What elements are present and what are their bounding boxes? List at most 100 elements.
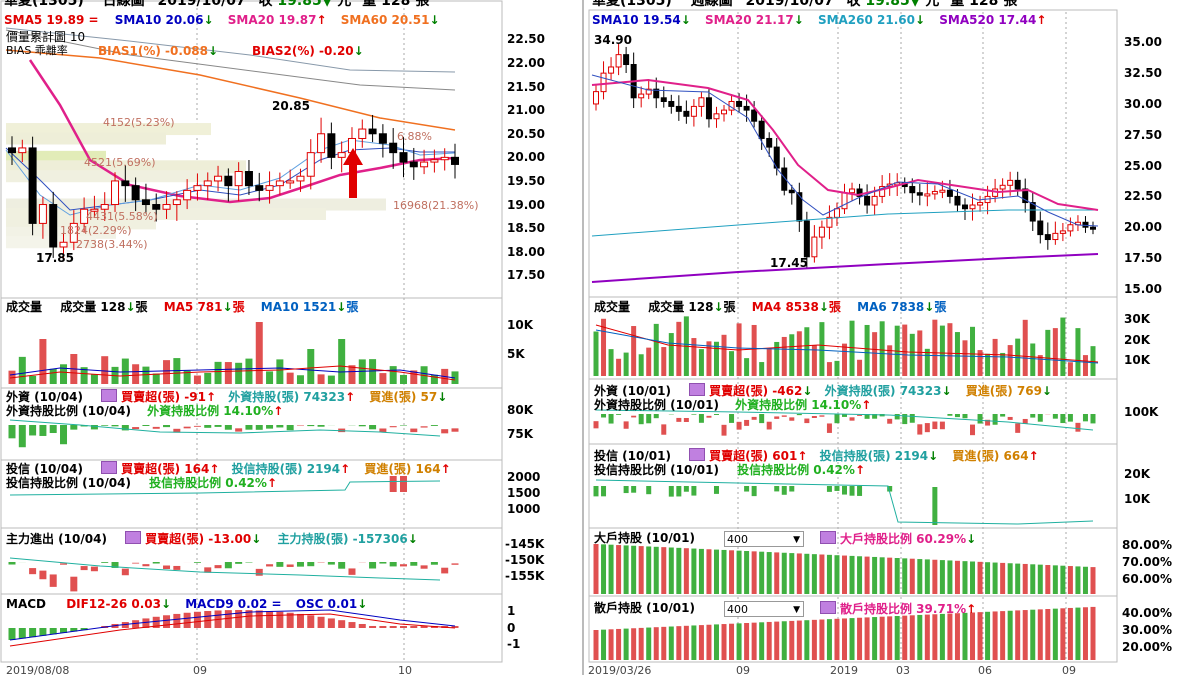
candle-body <box>1000 185 1005 189</box>
big-holder-bar <box>744 551 749 594</box>
unit: 張 <box>724 300 736 314</box>
big-holder-bar <box>729 550 734 594</box>
macd-bar <box>307 615 314 628</box>
small-holder-bar <box>1068 608 1073 660</box>
candle-body <box>819 227 824 237</box>
small-holder-bar <box>1083 607 1088 660</box>
big-holder-bar <box>1000 563 1005 594</box>
foreign-net-bar <box>729 414 734 423</box>
big-holder-bar <box>925 559 930 594</box>
macd-bar <box>348 622 355 628</box>
volume-bar <box>1053 328 1058 376</box>
list-icon[interactable] <box>125 531 141 544</box>
list-icon[interactable] <box>820 531 836 544</box>
big-holder-bar <box>1015 564 1020 594</box>
small-holder-bar <box>804 620 809 660</box>
big-holder-bar <box>1068 566 1073 594</box>
down-arrow-icon: ↓ <box>357 597 367 611</box>
price-tick: 22.50 <box>1124 189 1162 203</box>
big-holder-bar <box>601 544 606 594</box>
unit: 元 <box>337 0 351 9</box>
foreign-ratio-title: 外資持股比例 (10/01) <box>594 398 719 412</box>
list-icon[interactable] <box>689 383 705 396</box>
macd-bar <box>276 612 283 628</box>
small-holder-bar <box>774 622 779 660</box>
foreign-net-bar <box>993 414 998 425</box>
volume-bar <box>594 332 599 376</box>
down-arrow-icon: ↓ <box>928 449 938 463</box>
candle-body <box>752 110 757 121</box>
mainforce-net-bar <box>153 562 160 564</box>
mainforce-net-bar <box>328 562 335 565</box>
big-holder-title: 大戶持股 (10/01) <box>594 531 695 545</box>
big-holder-bar <box>782 553 787 594</box>
candle-body <box>865 196 870 205</box>
big-holder-bar <box>1038 565 1043 594</box>
macd-line <box>10 610 455 640</box>
candle-body <box>400 153 407 162</box>
volume-bar <box>328 376 335 384</box>
trust-net-bar <box>646 486 651 494</box>
close-value: 19.85 <box>865 0 909 9</box>
volume-bar <box>194 376 201 384</box>
trust-net-bar <box>774 486 779 491</box>
mainforce-pane-header: 主力進出 (10/04) 買賣超(張) -13.00↓ 主力持股(張) -157… <box>6 531 418 546</box>
foreign-ratio-title: 外資持股比例 (10/04) <box>6 404 131 418</box>
small-holder-bar <box>993 611 998 660</box>
foreign-net-bar <box>962 414 967 418</box>
big-holder-bar <box>887 558 892 594</box>
big-holder-ratio-row: 大戶持股比例 60.29%↓ <box>820 531 976 546</box>
trust-net-bar <box>827 486 832 492</box>
chart-type: 日線圖 <box>103 0 145 9</box>
small-holder-bar <box>782 621 787 660</box>
foreign-net-bar <box>101 425 108 426</box>
candle-body <box>601 73 606 91</box>
small-holder-bar <box>616 629 621 660</box>
foreign-net-bar <box>887 419 892 424</box>
axis-tick: 40.00% <box>1122 606 1172 620</box>
down-arrow-icon: ↓ <box>794 13 804 27</box>
big-holder-bar <box>993 563 998 594</box>
candle-body <box>722 110 727 114</box>
up-arrow-icon: ↑ <box>797 449 807 463</box>
trust-net-bar <box>676 486 681 496</box>
big-holder-bar <box>872 557 877 594</box>
ma5-label: MA5 781 <box>164 300 223 314</box>
trust-net-bar <box>857 486 862 496</box>
big-holder-select[interactable]: 400▼ <box>724 531 804 547</box>
trust-pane-header: 投信 (10/01) 買賣超(張) 601↑ 投信持股(張) 2194↓ 買進(… <box>594 448 1039 463</box>
panel-divider[interactable] <box>582 0 584 675</box>
small-holder-bar <box>729 624 734 660</box>
small-holder-bar <box>767 622 772 660</box>
foreign-net-bar <box>1038 414 1043 422</box>
sma520-label: SMA520 17.44 <box>939 13 1036 27</box>
list-icon[interactable] <box>101 461 117 474</box>
trust-ratio: 投信持股比例 0.42% <box>737 463 855 477</box>
trust-net: 買賣超(張) 601 <box>709 449 797 463</box>
candle-body <box>142 200 149 205</box>
foreign-net-bar <box>9 425 16 438</box>
list-icon[interactable] <box>820 601 836 614</box>
big-holder-bar <box>661 547 666 594</box>
mainforce-hold: 主力持股(張) -157306 <box>277 532 407 546</box>
candle-body <box>872 196 877 205</box>
axis-tick: 20K <box>1124 467 1150 481</box>
vol-label: 量 <box>950 0 964 9</box>
mainforce-net-bar <box>163 566 170 570</box>
volume-bar <box>767 348 772 376</box>
small-holder-select[interactable]: 400▼ <box>724 601 804 617</box>
unit: 張 <box>346 300 358 314</box>
foreign-net-bar <box>940 422 945 430</box>
foreign-net-bar <box>925 423 930 432</box>
macd-bar <box>369 626 376 628</box>
foreign-pane-header: 外資 (10/01) 買賣超(張) -462↓ 外資持股(張) 74323↓ 買… <box>594 383 1052 398</box>
foreign-net-bar <box>917 424 922 434</box>
list-icon[interactable] <box>101 389 117 402</box>
small-holder-bar <box>887 616 892 660</box>
small-holder-bar <box>819 620 824 661</box>
foreign-net-bar <box>287 425 294 430</box>
right-weekly-panel: 華夏(1305) 週線圖 2019/10/07 收 19.85▼ 元 量 128… <box>588 0 1200 675</box>
list-icon[interactable] <box>689 448 705 461</box>
high-label: 34.90 <box>594 33 632 47</box>
big-holder-bar <box>752 551 757 594</box>
